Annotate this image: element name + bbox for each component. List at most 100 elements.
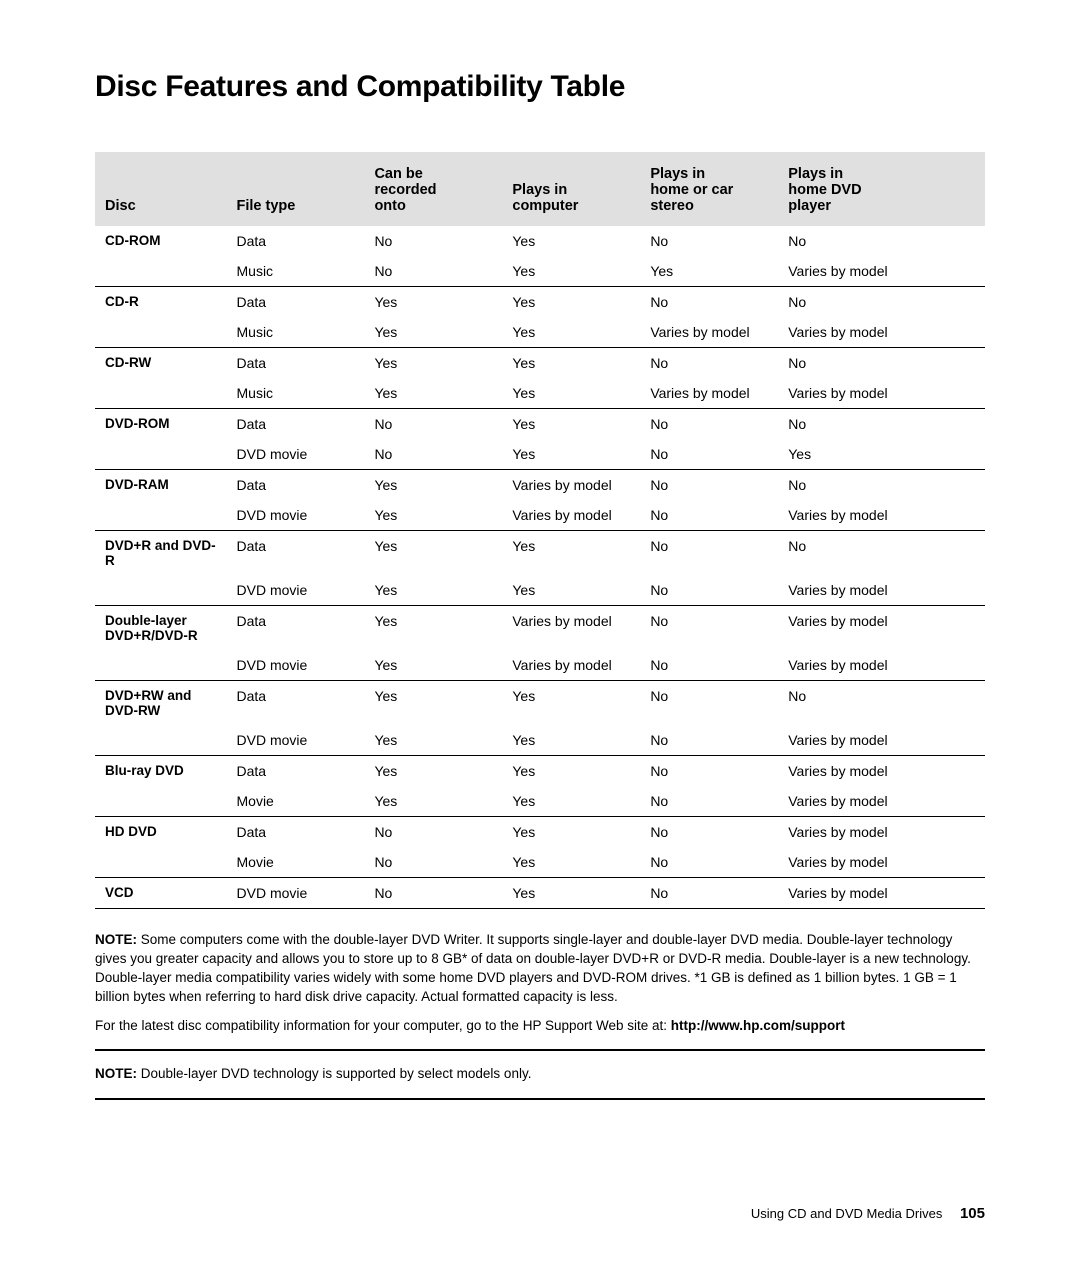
cell: No: [642, 756, 780, 787]
cell: Varies by model: [504, 606, 642, 651]
cell: Yes: [366, 575, 504, 606]
cell: No: [366, 847, 504, 878]
cell-disc: DVD+RW and DVD-RW: [95, 681, 229, 726]
cell-disc: VCD: [95, 878, 229, 909]
cell: Yes: [366, 287, 504, 318]
table-row: MusicNoYesYesVaries by model: [95, 256, 985, 287]
cell-disc: [95, 725, 229, 756]
note-1: NOTE: Some computers come with the doubl…: [95, 931, 985, 1007]
cell: Data: [229, 409, 367, 440]
table-row: CD-ROMDataNoYesNoNo: [95, 226, 985, 256]
cell: No: [780, 287, 985, 318]
cell: No: [642, 725, 780, 756]
cell-disc: [95, 847, 229, 878]
cell: Varies by model: [780, 756, 985, 787]
cell: Yes: [504, 226, 642, 256]
cell: Varies by model: [780, 606, 985, 651]
cell: Varies by model: [780, 256, 985, 287]
cell: No: [642, 226, 780, 256]
cell: No: [642, 500, 780, 531]
cell-disc: [95, 575, 229, 606]
col-filetype: File type: [229, 152, 367, 226]
cell: DVD movie: [229, 650, 367, 681]
table-row: DVD movieYesVaries by modelNoVaries by m…: [95, 500, 985, 531]
col-recorded: Can berecordedonto: [366, 152, 504, 226]
cell: No: [642, 606, 780, 651]
cell: No: [366, 226, 504, 256]
col-computer: Plays incomputer: [504, 152, 642, 226]
cell: Varies by model: [504, 470, 642, 501]
cell: No: [642, 575, 780, 606]
cell: Yes: [504, 378, 642, 409]
cell: Yes: [642, 256, 780, 287]
table-row: MovieYesYesNoVaries by model: [95, 786, 985, 817]
table-header-row: Disc File type Can berecordedonto Plays …: [95, 152, 985, 226]
cell: Music: [229, 317, 367, 348]
cell-disc: [95, 650, 229, 681]
col-stereo: Plays inhome or carstereo: [642, 152, 780, 226]
cell: No: [642, 470, 780, 501]
cell: No: [642, 348, 780, 379]
note-1-label: NOTE:: [95, 932, 137, 947]
page-footer: Using CD and DVD Media Drives 105: [751, 1205, 985, 1222]
cell: Yes: [366, 786, 504, 817]
cell: Data: [229, 756, 367, 787]
cell: No: [642, 847, 780, 878]
cell: Data: [229, 531, 367, 576]
cell: No: [366, 817, 504, 848]
cell: No: [642, 786, 780, 817]
cell: Varies by model: [504, 500, 642, 531]
cell: No: [366, 409, 504, 440]
table-row: Blu-ray DVDDataYesYesNoVaries by model: [95, 756, 985, 787]
cell: Varies by model: [780, 725, 985, 756]
cell: Varies by model: [780, 786, 985, 817]
cell: No: [366, 439, 504, 470]
cell: Yes: [366, 317, 504, 348]
note-2-prefix: For the latest disc compatibility inform…: [95, 1018, 671, 1033]
cell: Yes: [504, 817, 642, 848]
cell: Data: [229, 470, 367, 501]
cell: Data: [229, 681, 367, 726]
cell: No: [642, 681, 780, 726]
cell: Data: [229, 226, 367, 256]
cell: Varies by model: [642, 317, 780, 348]
cell: No: [642, 287, 780, 318]
cell: Varies by model: [504, 650, 642, 681]
cell: DVD movie: [229, 500, 367, 531]
cell-disc: CD-R: [95, 287, 229, 318]
cell: Varies by model: [780, 847, 985, 878]
cell: Movie: [229, 847, 367, 878]
cell: Varies by model: [780, 878, 985, 909]
cell: No: [780, 681, 985, 726]
cell: DVD movie: [229, 725, 367, 756]
cell: No: [642, 409, 780, 440]
cell-disc: DVD+R and DVD-R: [95, 531, 229, 576]
cell: Yes: [504, 256, 642, 287]
cell: Yes: [504, 531, 642, 576]
note-2: For the latest disc compatibility inform…: [95, 1017, 985, 1036]
cell: Yes: [780, 439, 985, 470]
notes-section: NOTE: Some computers come with the doubl…: [95, 931, 985, 1100]
cell: Yes: [504, 786, 642, 817]
cell-disc: [95, 256, 229, 287]
note-1-text: Some computers come with the double-laye…: [95, 932, 971, 1004]
cell: No: [780, 531, 985, 576]
cell-disc: DVD-RAM: [95, 470, 229, 501]
cell: Data: [229, 287, 367, 318]
cell-disc: CD-RW: [95, 348, 229, 379]
cell: Yes: [366, 606, 504, 651]
cell-disc: CD-ROM: [95, 226, 229, 256]
cell: No: [642, 439, 780, 470]
cell: Varies by model: [780, 817, 985, 848]
cell-disc: [95, 439, 229, 470]
table-row: CD-RWDataYesYesNoNo: [95, 348, 985, 379]
cell: No: [642, 531, 780, 576]
cell: Yes: [504, 348, 642, 379]
cell: Data: [229, 817, 367, 848]
cell: Yes: [366, 531, 504, 576]
table-row: MovieNoYesNoVaries by model: [95, 847, 985, 878]
cell: Yes: [504, 878, 642, 909]
cell: Varies by model: [780, 650, 985, 681]
table-row: DVD-RAMDataYesVaries by modelNoNo: [95, 470, 985, 501]
cell: Movie: [229, 786, 367, 817]
